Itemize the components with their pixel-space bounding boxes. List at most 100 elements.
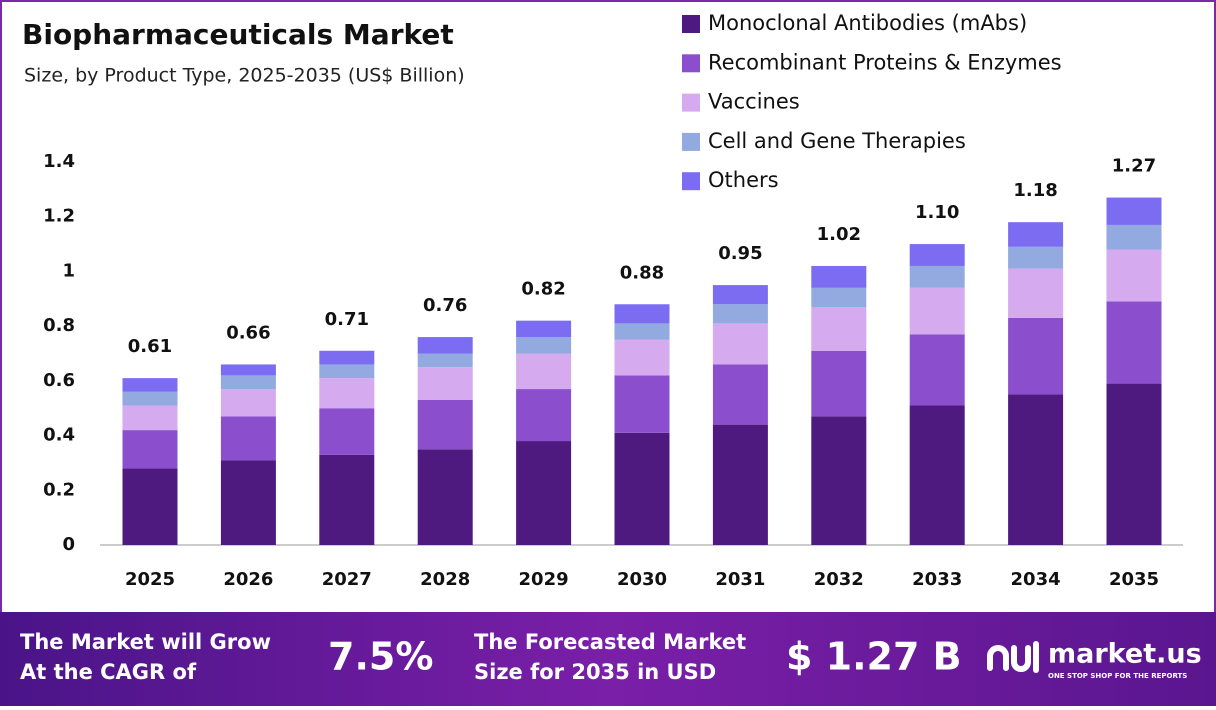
- bar-segment: [909, 334, 965, 406]
- y-tick-label: 0.8: [43, 315, 75, 336]
- bar-segment: [1106, 249, 1162, 302]
- plot: 0 0.2 0.4 0.6 0.8 1 1.2 1.4 2025 0.61 2026 0.66 2027…: [43, 151, 1183, 590]
- bar-segment: [712, 323, 768, 365]
- bar-segment: [220, 364, 276, 376]
- bar-segment: [712, 285, 768, 305]
- bar-segment: [614, 432, 670, 545]
- total-label: 0.95: [718, 243, 762, 264]
- forecast-text: Size for 2035 in USD: [474, 660, 716, 684]
- bar-segment: [811, 416, 867, 545]
- bar-segment: [122, 405, 178, 431]
- x-tick-label: 2027: [322, 569, 372, 590]
- bar-segment: [220, 375, 276, 390]
- y-tick-label: 1: [62, 260, 75, 281]
- bar-segment: [417, 449, 473, 545]
- x-tick-label: 2033: [912, 569, 962, 590]
- bar-segment: [220, 416, 276, 461]
- bar-segment: [122, 430, 178, 469]
- brand-tagline: ONE STOP SHOP FOR THE REPORTS: [1048, 672, 1187, 680]
- bar-segment: [1106, 224, 1162, 250]
- chart-subtitle: Size, by Product Type, 2025-2035 (US$ Bi…: [24, 65, 465, 87]
- y-tick-label: 0.2: [43, 479, 75, 500]
- total-label: 0.71: [325, 309, 369, 330]
- bar-segment: [220, 389, 276, 417]
- x-tick-label: 2026: [223, 569, 273, 590]
- cagr-text: The Market will Grow: [20, 630, 271, 654]
- bar-segment: [614, 375, 670, 433]
- legend-label: Monoclonal Antibodies (mAbs): [708, 11, 1027, 35]
- bar-segment: [811, 265, 867, 288]
- total-label: 1.02: [817, 224, 861, 245]
- y-tick-label: 0: [62, 534, 75, 555]
- forecast-text: The Forecasted Market: [474, 630, 746, 654]
- brand-logo: [987, 641, 1039, 673]
- y-tick-label: 0.4: [43, 425, 75, 446]
- bar-segment: [319, 378, 375, 409]
- bar-segment: [417, 400, 473, 450]
- bar-segment: [122, 391, 178, 406]
- bar-segment: [417, 367, 473, 401]
- x-tick-label: 2035: [1109, 569, 1159, 590]
- bar-segment: [811, 350, 867, 417]
- bar-segment: [122, 468, 178, 545]
- bar-segment: [1008, 222, 1064, 247]
- bar-segment: [712, 364, 768, 425]
- x-tick-label: 2029: [519, 569, 569, 590]
- x-tick-label: 2034: [1011, 569, 1061, 590]
- bar-segment: [319, 408, 375, 455]
- bar-segment: [220, 460, 276, 545]
- total-label: 1.27: [1112, 156, 1156, 177]
- total-label: 0.66: [226, 322, 270, 343]
- y-tick-label: 1.4: [43, 151, 75, 172]
- bar-segment: [909, 265, 965, 288]
- legend-label: Recombinant Proteins & Enzymes: [708, 50, 1062, 74]
- bar-segment: [1008, 394, 1064, 545]
- cagr-value: 7.5%: [328, 635, 433, 679]
- legend-swatch: [682, 93, 700, 112]
- x-tick-label: 2025: [125, 569, 175, 590]
- bar-segment: [712, 424, 768, 545]
- bar-segment: [811, 306, 867, 351]
- bar-segment: [319, 350, 375, 365]
- bar-segment: [1106, 301, 1162, 384]
- bar-segment: [417, 337, 473, 354]
- legend-swatch: [682, 54, 700, 73]
- bar-segment: [614, 339, 670, 376]
- bar-segment: [122, 378, 178, 392]
- bar-segment: [319, 364, 375, 379]
- legend-label: Others: [708, 168, 779, 192]
- total-label: 0.88: [620, 262, 664, 283]
- legend: Monoclonal Antibodies (mAbs) Recombinant …: [682, 11, 1062, 192]
- bar-segment: [1008, 268, 1064, 318]
- bar-segment: [811, 287, 867, 307]
- total-label: 0.61: [128, 336, 172, 357]
- bar-segment: [516, 441, 572, 545]
- bar-segment: [516, 337, 572, 354]
- bar-segment: [516, 320, 572, 338]
- bar-segment: [1008, 317, 1064, 395]
- x-tick-label: 2030: [617, 569, 667, 590]
- legend-swatch: [682, 15, 700, 33]
- bar-segment: [614, 304, 670, 324]
- x-tick-label: 2028: [420, 569, 470, 590]
- total-label: 0.82: [521, 279, 565, 300]
- total-label: 0.76: [423, 295, 467, 316]
- total-label: 1.18: [1013, 180, 1057, 201]
- bar-segment: [319, 454, 375, 545]
- y-tick-label: 0.6: [43, 370, 75, 391]
- bar-segment: [909, 405, 965, 545]
- bar-segment: [614, 323, 670, 340]
- bar-segment: [909, 244, 965, 266]
- total-label: 1.10: [915, 202, 959, 223]
- chart-title: Biopharmaceuticals Market: [22, 18, 454, 51]
- brand-name: market.us: [1048, 639, 1202, 670]
- legend-swatch: [682, 172, 700, 191]
- cagr-text: At the CAGR of: [20, 660, 197, 684]
- bar-segment: [516, 353, 572, 390]
- legend-label: Vaccines: [708, 90, 800, 114]
- bar-segment: [1106, 383, 1162, 545]
- forecast-value: $ 1.27 B: [786, 635, 962, 679]
- x-tick-label: 2032: [814, 569, 864, 590]
- legend-swatch: [682, 132, 700, 151]
